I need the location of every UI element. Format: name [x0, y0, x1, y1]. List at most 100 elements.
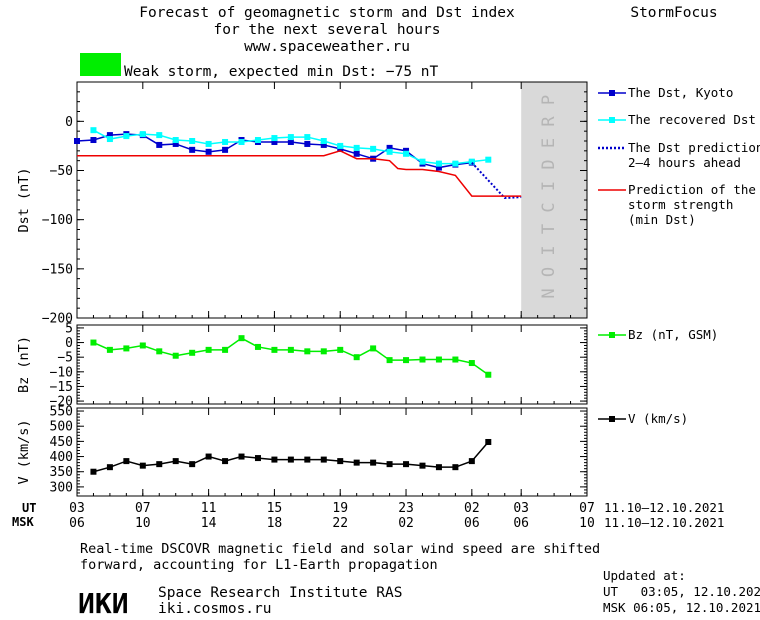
data-point [90, 137, 97, 144]
msk-tick-label: 06 [513, 516, 529, 531]
data-point [123, 345, 130, 352]
data-point [403, 461, 410, 468]
y-axis-label: Dst (nT) [16, 167, 32, 232]
y-tick-label: 0 [65, 336, 73, 351]
institute-name: Space Research Institute RAS [158, 585, 402, 601]
data-point [222, 138, 229, 145]
data-point [386, 148, 393, 155]
data-point [386, 461, 393, 468]
series-line [93, 337, 489, 376]
y-tick-label: −15 [50, 380, 73, 395]
y-tick-label: 0 [65, 115, 73, 130]
prediction-letter: D [539, 159, 559, 169]
bz-panel: 50−5−10−15−20 Bz (nT) [16, 321, 588, 410]
data-point [205, 148, 212, 155]
data-point [106, 136, 113, 143]
data-point [353, 354, 360, 361]
y-tick-label: 400 [50, 450, 73, 465]
data-point [353, 459, 360, 466]
data-point [74, 138, 80, 144]
ut-tick-label: 03 [513, 501, 529, 516]
data-point [156, 348, 163, 355]
data-point [271, 456, 278, 463]
data-point [353, 144, 360, 151]
data-point [304, 140, 311, 147]
prediction-letter: P [539, 95, 559, 105]
y-tick-label: −50 [50, 164, 73, 179]
updated-msk: MSK 06:05, 12.10.2021 [603, 600, 760, 615]
ut-tick-label: 03 [69, 501, 85, 516]
data-point [337, 458, 344, 465]
ut-tick-label: 23 [398, 501, 414, 516]
data-point [106, 464, 113, 471]
chart-legends: The Dst, Kyoto The recovered Dst The Dst p… [598, 85, 760, 426]
msk-axis-label: MSK [12, 515, 34, 529]
y-tick-label: −10 [50, 365, 73, 380]
legend-label: V (km/s) [628, 411, 688, 426]
ut-tick-label: 07 [579, 501, 595, 516]
panel-frame [76, 324, 588, 405]
data-point [304, 456, 311, 463]
data-point [386, 144, 393, 151]
data-point [139, 131, 146, 138]
data-point [435, 160, 442, 167]
updated-ut: UT 03:05, 12.10.2021 [603, 584, 760, 599]
data-point [238, 335, 245, 342]
data-point [435, 164, 442, 171]
data-point [139, 342, 146, 349]
time-axis: UT MSK 11.10–12.10.2021 11.10–12.10.2021… [12, 500, 724, 531]
ut-axis-label: UT [22, 501, 36, 515]
y-axis-label: V (km/s) [16, 419, 32, 484]
legend-marker [609, 117, 615, 123]
y-tick-label: 5 [65, 321, 73, 336]
prediction-letter: T [539, 224, 559, 234]
series-line [471, 161, 522, 200]
status-color-swatch [80, 53, 121, 76]
data-point [287, 134, 294, 141]
msk-tick-label: 06 [69, 516, 85, 531]
legend-marker [609, 416, 615, 422]
data-point [172, 352, 179, 359]
data-point [172, 137, 179, 144]
data-point [123, 133, 130, 140]
msk-tick-label: 02 [398, 516, 414, 531]
data-point [370, 345, 377, 352]
data-point [386, 357, 393, 364]
data-point [419, 462, 426, 469]
data-point [139, 462, 146, 469]
data-point [254, 137, 261, 144]
data-point [222, 146, 229, 153]
data-point [452, 160, 459, 167]
footer-note-line1: Real-time DSCOVR magnetic field and sola… [80, 541, 600, 557]
data-point [271, 346, 278, 353]
prediction-letter: C [539, 202, 559, 212]
data-point [403, 150, 410, 157]
data-point [370, 459, 377, 466]
data-point [205, 346, 212, 353]
data-point [419, 158, 426, 165]
data-point [271, 135, 278, 142]
data-point [403, 357, 410, 364]
data-point [205, 453, 212, 460]
series-line [77, 150, 522, 197]
iki-logo: ИКИ [78, 587, 129, 620]
y-tick-label: 500 [50, 420, 73, 435]
y-tick-label: −200 [42, 312, 73, 327]
data-point [238, 138, 245, 145]
data-point [287, 456, 294, 463]
status-text: Weak storm, expected min Dst: −75 nT [124, 64, 439, 80]
legend-label: Bz (nT, GSM) [628, 327, 718, 342]
data-point [254, 343, 261, 350]
data-point [419, 356, 426, 363]
ut-date-range: 11.10–12.10.2021 [604, 500, 724, 515]
prediction-letter: E [539, 138, 559, 148]
y-axis-label: Bz (nT) [16, 336, 32, 393]
data-point [304, 134, 311, 141]
data-point [123, 458, 130, 465]
legend-label: storm strength [628, 197, 733, 212]
y-tick-label: −20 [50, 395, 73, 410]
y-tick-label: 550 [50, 405, 73, 420]
data-point [435, 464, 442, 471]
prediction-letter: O [539, 267, 559, 277]
